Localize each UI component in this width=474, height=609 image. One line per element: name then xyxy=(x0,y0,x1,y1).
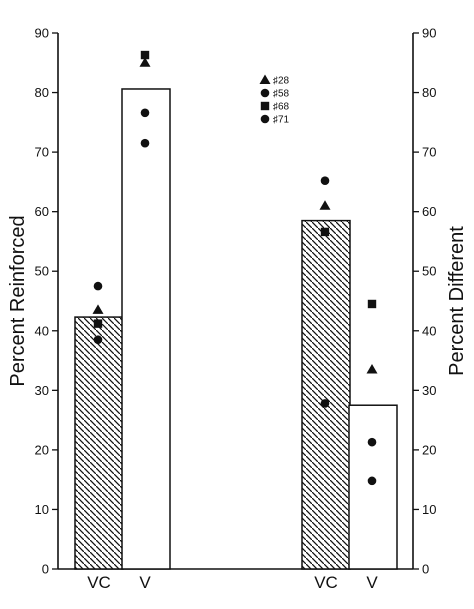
right-ticks: 0 10 20 30 40 50 60 70 80 90 xyxy=(413,26,436,577)
point-s58-reinforced xyxy=(140,108,150,118)
left-tick-label: 20 xyxy=(35,442,49,457)
point-s28-different xyxy=(319,200,331,210)
bar-v-different xyxy=(348,404,398,570)
point-s71-different xyxy=(320,399,330,408)
point-s58-different xyxy=(367,437,377,447)
point-s71-reinforced xyxy=(93,335,103,345)
legend-circle-icon xyxy=(260,114,270,124)
right-tick-label: 10 xyxy=(422,502,436,517)
point-s71-reinforced xyxy=(140,138,150,148)
left-tick-label: 30 xyxy=(35,383,49,398)
legend-label: ♯28 xyxy=(273,76,290,87)
point-s58-reinforced xyxy=(93,281,103,291)
bar-vc-different xyxy=(301,219,351,570)
point-s28-reinforced xyxy=(139,57,151,67)
left-tick-label: 70 xyxy=(35,145,49,160)
left-tick-label: 40 xyxy=(35,323,49,338)
right-tick-label: 50 xyxy=(422,264,436,279)
legend-circle-icon xyxy=(260,88,270,98)
legend-square-icon xyxy=(260,101,270,111)
right-tick-label: 30 xyxy=(422,383,436,398)
legend-label: ♯71 xyxy=(273,115,290,126)
right-tick-label: 60 xyxy=(422,204,436,219)
category-labels: VC V VC V xyxy=(87,573,378,592)
left-tick-label: 60 xyxy=(35,204,49,219)
left-tick-label: 0 xyxy=(42,562,49,577)
point-s58-different xyxy=(320,176,330,185)
point-s28-reinforced xyxy=(92,304,104,314)
category-label: V xyxy=(366,573,378,592)
right-tick-label: 70 xyxy=(422,145,436,160)
right-tick-label: 80 xyxy=(422,85,436,100)
bars xyxy=(74,88,398,570)
legend-label: ♯68 xyxy=(273,102,290,113)
right-tick-label: 90 xyxy=(422,26,436,41)
point-s68-different xyxy=(320,227,330,237)
left-axis-title: Percent Reinforced xyxy=(7,215,29,386)
category-label: VC xyxy=(314,573,338,592)
point-s68-reinforced xyxy=(93,319,103,328)
left-tick-label: 50 xyxy=(35,264,49,279)
left-tick-label: 10 xyxy=(35,502,49,517)
category-label: VC xyxy=(87,573,111,592)
left-ticks: 0 10 20 30 40 50 60 70 80 90 xyxy=(35,26,58,577)
category-label: V xyxy=(139,573,151,592)
left-tick-label: 80 xyxy=(35,85,49,100)
legend-triangle-icon xyxy=(259,74,271,84)
point-s68-reinforced xyxy=(140,50,150,60)
point-s28-different xyxy=(366,363,378,374)
point-s68-different xyxy=(367,299,377,309)
subject-points xyxy=(92,50,378,486)
bar-v-reinforced xyxy=(121,88,171,570)
legend-label: ♯58 xyxy=(273,89,290,100)
right-tick-label: 0 xyxy=(422,562,429,577)
right-tick-label: 40 xyxy=(422,323,436,338)
legend: ♯28 ♯58 ♯68 ♯71 xyxy=(259,74,290,126)
bar-vc-reinforced xyxy=(74,316,124,570)
point-s71-different xyxy=(367,476,377,486)
left-tick-label: 90 xyxy=(35,26,49,41)
right-tick-label: 20 xyxy=(422,442,436,457)
right-axis-title: Percent Different xyxy=(446,226,468,376)
